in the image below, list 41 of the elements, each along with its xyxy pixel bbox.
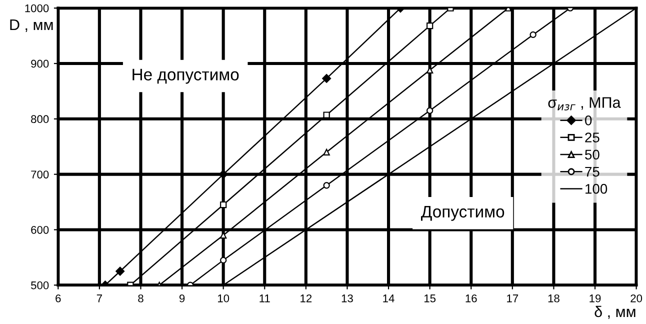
x-tick-label: 9 xyxy=(179,294,185,302)
point xyxy=(426,107,434,114)
x-tick-label: 16 xyxy=(466,294,477,302)
x-tick-label: 14 xyxy=(383,294,394,302)
point xyxy=(323,182,330,189)
annotation: Не допустимо xyxy=(132,68,239,84)
point xyxy=(530,31,536,38)
y-tick-label: 700 xyxy=(31,170,49,178)
legend-label: 50 xyxy=(585,150,600,160)
point xyxy=(220,256,227,264)
x-tick-label: 17 xyxy=(507,294,518,302)
legend-label: 100 xyxy=(586,184,608,194)
x-tick-label: 13 xyxy=(342,294,353,302)
legend-title: σ$_{изг}$ , МПа xyxy=(548,97,621,110)
point xyxy=(116,266,125,276)
y-tick-label: 500 xyxy=(31,281,49,290)
x-axis-title: δ , мм xyxy=(594,306,636,319)
point xyxy=(426,22,434,30)
x-tick-label: 6 xyxy=(56,294,61,302)
x-tick-label: 18 xyxy=(548,294,560,302)
y-axis-title: D , мм xyxy=(10,20,53,32)
point xyxy=(322,74,332,83)
x-tick-label: 11 xyxy=(260,294,270,302)
legend-label: 0 xyxy=(585,115,592,126)
x-tick-label: 15 xyxy=(424,294,436,302)
x-tick-label: 10 xyxy=(218,294,230,302)
legend-label: 75 xyxy=(585,166,600,177)
y-tick-label: 800 xyxy=(31,115,49,124)
point xyxy=(323,148,330,156)
annotation: Допустимо xyxy=(421,206,504,221)
y-tick-label: 1000 xyxy=(25,4,49,12)
point xyxy=(220,201,227,208)
x-tick-label: 12 xyxy=(300,294,312,302)
x-tick-label: 7 xyxy=(96,294,102,302)
x-tick-label: 19 xyxy=(590,294,601,302)
legend-label: 25 xyxy=(585,132,600,142)
x-tick-label: 20 xyxy=(630,294,642,302)
point xyxy=(323,112,330,118)
y-tick-label: 900 xyxy=(31,60,49,68)
y-tick-label: 600 xyxy=(31,226,49,234)
x-tick-label: 8 xyxy=(138,294,144,302)
